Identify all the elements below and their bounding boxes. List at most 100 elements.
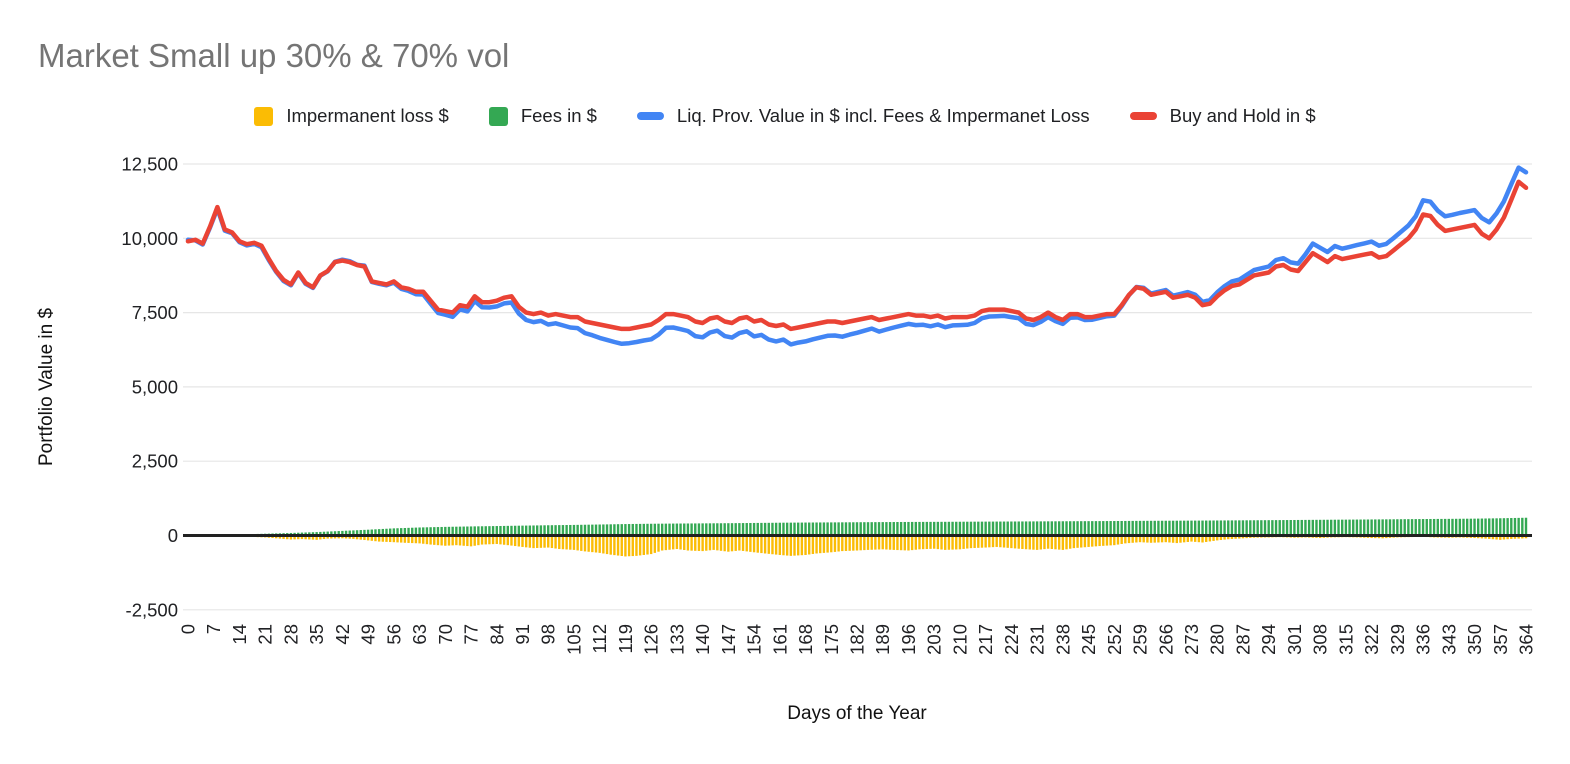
fees-bar-day-327 <box>1388 519 1392 536</box>
fees-bar-day-275 <box>1197 520 1201 536</box>
impermanent-loss-bar-day-89 <box>513 535 517 547</box>
impermanent-loss-bar-day-138 <box>694 535 697 551</box>
impermanent-loss-bar-day-155 <box>756 535 759 553</box>
fees-bar-day-156 <box>760 522 763 536</box>
legend-marker-line <box>1129 112 1157 120</box>
fees-bar-day-280 <box>1216 520 1219 536</box>
impermanent-loss-bar-day-271 <box>1182 535 1186 543</box>
fees-bar-day-276 <box>1201 520 1204 536</box>
fees-bar-day-79 <box>477 526 480 536</box>
fees-bar-day-55 <box>388 528 392 536</box>
fees-bar-day-118 <box>620 524 623 536</box>
x-tick-label-28: 28 <box>280 624 301 645</box>
fees-bar-day-92 <box>524 525 528 536</box>
impermanent-loss-bar-day-82 <box>488 535 491 545</box>
fees-bar-day-270 <box>1179 520 1182 536</box>
legend-item-2: Fees in $ <box>488 105 597 127</box>
legend-label: Buy and Hold in $ <box>1169 105 1316 126</box>
impermanent-loss-bar-day-259 <box>1138 535 1142 543</box>
impermanent-loss-bar-day-157 <box>763 535 767 554</box>
impermanent-loss-bar-day-110 <box>591 535 594 553</box>
fees-bar-day-181 <box>852 522 855 536</box>
impermanent-loss-bar-day-161 <box>778 535 782 555</box>
impermanent-loss-bar-day-36 <box>319 535 322 540</box>
fees-bar-day-241 <box>1072 521 1076 536</box>
impermanent-loss-bar-day-69 <box>440 535 443 546</box>
fees-bar-day-225 <box>1013 521 1017 536</box>
fees-bar-day-323 <box>1374 519 1377 536</box>
fees-bar-day-341 <box>1440 518 1443 536</box>
fees-bar-day-53 <box>381 528 385 536</box>
fees-bar-day-227 <box>1021 521 1024 536</box>
y-tick-label--2500: -2,500 <box>126 599 178 620</box>
fees-bar-day-142 <box>708 523 712 536</box>
fees-bar-day-50 <box>370 529 373 536</box>
impermanent-loss-bar-day-252 <box>1113 535 1116 546</box>
bar-series <box>194 517 1528 557</box>
impermanent-loss-bar-day-354 <box>1488 535 1491 539</box>
impermanent-loss-bar-day-117 <box>616 535 620 556</box>
fees-bar-day-107 <box>580 524 583 536</box>
fees-bar-day-364 <box>1524 517 1528 536</box>
impermanent-loss-bar-day-55 <box>388 535 392 543</box>
impermanent-loss-bar-day-172 <box>819 535 822 554</box>
impermanent-loss-bar-day-35 <box>315 535 318 540</box>
impermanent-loss-bar-day-227 <box>1021 535 1024 550</box>
fees-bar-day-177 <box>837 522 840 536</box>
legend-item-4: Buy and Hold in $ <box>1129 105 1316 127</box>
fees-bar-day-122 <box>635 523 638 536</box>
impermanent-loss-bar-day-260 <box>1142 535 1145 543</box>
fees-bar-day-230 <box>1032 521 1035 536</box>
x-tick-label-182: 182 <box>847 624 868 655</box>
impermanent-loss-bar-day-95 <box>536 535 539 548</box>
x-tick-label-280: 280 <box>1207 624 1228 655</box>
fees-bar-day-345 <box>1454 518 1458 536</box>
fees-bar-day-112 <box>598 524 601 536</box>
fees-bar-day-299 <box>1285 520 1289 536</box>
fees-bar-day-298 <box>1282 520 1285 536</box>
impermanent-loss-bar-day-119 <box>624 535 627 557</box>
impermanent-loss-bar-day-171 <box>815 535 818 554</box>
fees-bar-day-229 <box>1028 521 1031 536</box>
x-tick-label-315: 315 <box>1335 624 1356 655</box>
x-tick-label-126: 126 <box>641 624 662 655</box>
impermanent-loss-bar-day-46 <box>355 535 359 540</box>
impermanent-loss-bar-day-233 <box>1043 535 1046 550</box>
impermanent-loss-bar-day-208 <box>951 535 954 550</box>
impermanent-loss-bar-day-121 <box>631 535 634 557</box>
impermanent-loss-bar-day-37 <box>322 535 326 540</box>
fees-bar-day-244 <box>1083 521 1087 536</box>
fees-bar-day-233 <box>1043 521 1046 536</box>
impermanent-loss-bar-day-145 <box>719 535 723 551</box>
x-tick-label-63: 63 <box>409 624 430 645</box>
impermanent-loss-bar-day-251 <box>1109 535 1112 546</box>
fees-bar-day-57 <box>396 528 399 536</box>
fees-bar-day-72 <box>451 526 454 536</box>
fees-bar-day-154 <box>752 522 756 536</box>
impermanent-loss-bar-day-162 <box>782 535 785 556</box>
fees-bar-day-361 <box>1513 517 1517 536</box>
impermanent-loss-bar-day-90 <box>517 535 521 547</box>
fees-bar-day-300 <box>1289 520 1292 536</box>
impermanent-loss-bar-day-177 <box>837 535 840 552</box>
x-tick-label-273: 273 <box>1181 624 1202 655</box>
impermanent-loss-bar-day-220 <box>995 535 998 547</box>
fees-bar-day-164 <box>789 522 793 536</box>
impermanent-loss-bar-day-355 <box>1491 535 1495 540</box>
fees-bar-day-211 <box>962 521 965 536</box>
impermanent-loss-bar-day-50 <box>370 535 373 541</box>
impermanent-loss-bar-day-139 <box>697 535 701 551</box>
impermanent-loss-bar-day-176 <box>833 535 837 552</box>
fees-bar-day-132 <box>672 523 675 536</box>
impermanent-loss-bar-day-170 <box>811 535 815 554</box>
fees-bar-day-319 <box>1359 519 1362 536</box>
impermanent-loss-bar-day-222 <box>1002 535 1006 548</box>
fees-bar-day-187 <box>874 522 877 536</box>
impermanent-loss-bar-day-262 <box>1149 535 1153 543</box>
fees-bar-day-87 <box>506 525 509 536</box>
impermanent-loss-bar-day-92 <box>524 535 528 548</box>
fees-bar-day-236 <box>1054 521 1057 536</box>
fees-bar-day-282 <box>1223 520 1226 536</box>
fees-bar-day-259 <box>1138 520 1142 536</box>
line-series <box>185 165 1529 347</box>
